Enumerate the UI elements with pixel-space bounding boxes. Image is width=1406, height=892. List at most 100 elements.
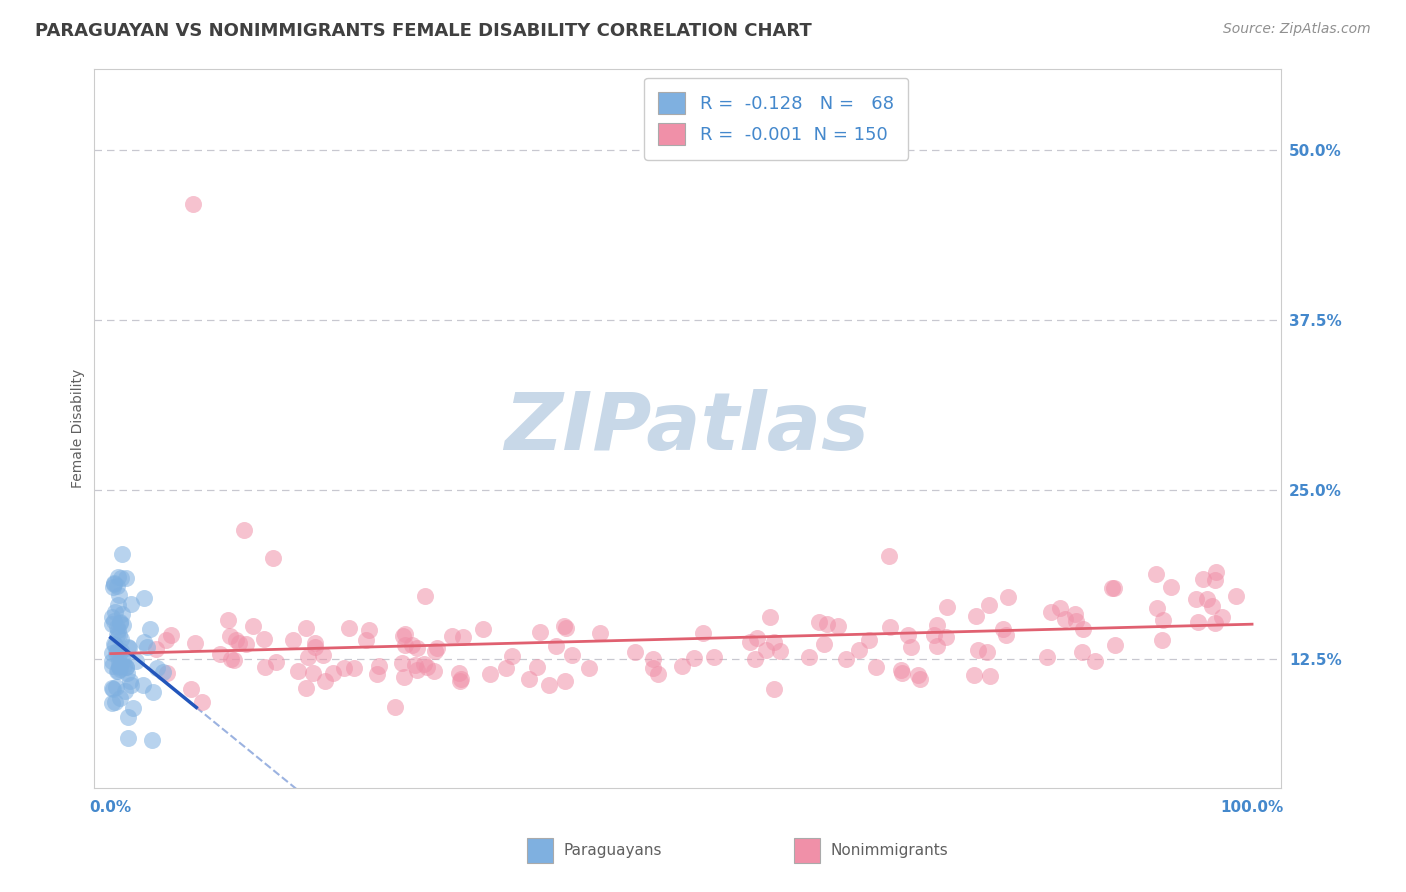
Point (1152, 613, 1174, 627)
Text: Source: ZipAtlas.com: Source: ZipAtlas.com (1223, 22, 1371, 37)
Point (103, 615, 125, 629)
Point (337, 621, 360, 635)
Point (366, 666, 388, 681)
Point (392, 670, 415, 684)
Point (103, 576, 125, 591)
Point (827, 618, 849, 632)
Point (132, 591, 155, 605)
Point (184, 635, 207, 649)
Point (1201, 599, 1223, 613)
Point (294, 681, 316, 695)
Point (738, 635, 761, 649)
Point (394, 627, 416, 641)
Point (117, 640, 139, 654)
Point (107, 599, 129, 613)
Point (225, 632, 247, 647)
Point (142, 685, 165, 699)
Point (529, 625, 551, 640)
Point (879, 619, 901, 633)
Point (501, 648, 523, 663)
Point (118, 673, 141, 688)
Point (108, 588, 131, 602)
Point (209, 648, 232, 662)
Point (120, 678, 142, 692)
Point (763, 635, 786, 649)
Point (925, 618, 948, 632)
Point (744, 652, 766, 666)
Point (304, 636, 326, 650)
Point (141, 733, 163, 747)
Point (101, 659, 124, 673)
Point (156, 666, 179, 681)
Point (105, 620, 128, 634)
Point (107, 623, 129, 637)
Point (136, 640, 159, 655)
Point (110, 632, 132, 647)
Point (835, 652, 858, 666)
Point (890, 665, 912, 680)
Point (228, 636, 250, 650)
Point (759, 610, 782, 624)
Point (925, 639, 948, 653)
Point (155, 632, 177, 647)
Point (132, 678, 155, 692)
Point (120, 597, 142, 611)
Point (101, 617, 124, 632)
Point (108, 615, 131, 630)
Point (124, 654, 146, 668)
Point (180, 681, 202, 696)
Point (1084, 654, 1107, 668)
Point (479, 666, 502, 681)
Point (103, 581, 125, 595)
Point (101, 681, 124, 695)
Point (991, 622, 1014, 636)
Point (416, 659, 439, 673)
Point (114, 659, 136, 673)
Point (1225, 589, 1247, 603)
Point (890, 663, 912, 677)
Point (404, 657, 426, 672)
Point (813, 637, 835, 651)
Point (555, 621, 578, 635)
Point (107, 660, 129, 674)
Point (554, 674, 576, 689)
Point (1146, 600, 1168, 615)
Point (877, 549, 900, 564)
Point (1040, 605, 1063, 619)
Point (561, 648, 583, 662)
Point (526, 660, 548, 674)
Point (294, 622, 316, 636)
Point (104, 695, 127, 709)
Point (495, 661, 517, 675)
Point (1053, 612, 1076, 626)
Point (797, 649, 820, 664)
Point (815, 616, 838, 631)
Point (304, 640, 326, 655)
Point (1150, 632, 1173, 647)
Point (117, 731, 139, 745)
Point (1187, 615, 1209, 629)
Point (110, 571, 132, 585)
Point (115, 660, 138, 674)
Point (145, 642, 167, 657)
Point (139, 622, 162, 636)
Point (108, 627, 131, 641)
Point (976, 645, 998, 659)
Point (897, 627, 920, 641)
Point (114, 684, 136, 698)
Point (108, 654, 131, 668)
Point (368, 658, 391, 673)
Point (450, 672, 472, 686)
Point (451, 630, 474, 644)
Point (405, 641, 427, 656)
Point (104, 605, 127, 619)
Point (354, 633, 377, 648)
Point (253, 632, 276, 646)
Point (979, 669, 1001, 683)
Point (848, 642, 870, 657)
Point (440, 629, 463, 643)
Point (108, 615, 131, 630)
Legend: R =  -0.128   N =   68, R =  -0.001  N = 150: R = -0.128 N = 68, R = -0.001 N = 150 (644, 78, 908, 160)
Point (235, 637, 257, 651)
Point (105, 664, 128, 678)
